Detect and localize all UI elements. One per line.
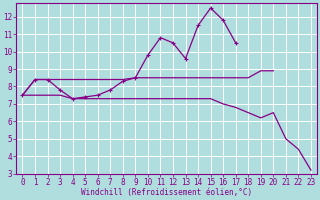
X-axis label: Windchill (Refroidissement éolien,°C): Windchill (Refroidissement éolien,°C)	[81, 188, 252, 197]
